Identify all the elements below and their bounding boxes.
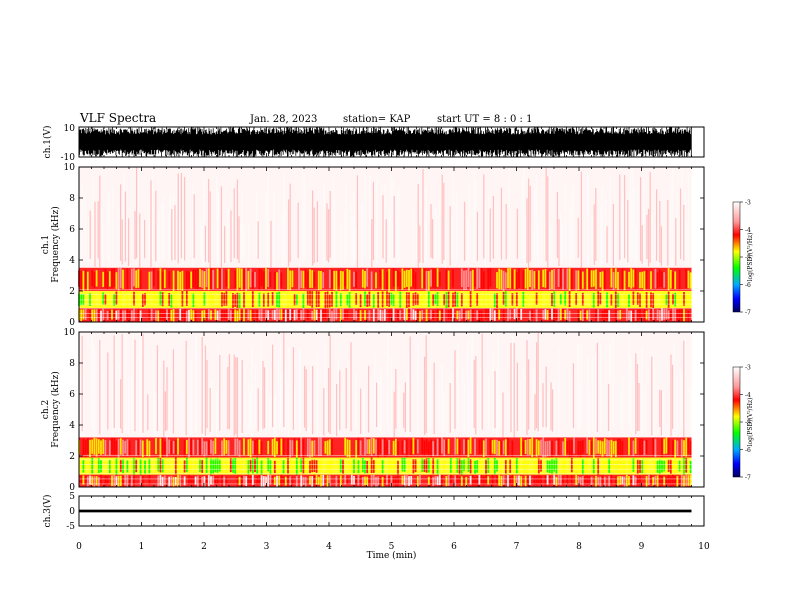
spectrogram-band — [78, 291, 692, 309]
freq-ytick-label: 8 — [69, 194, 75, 204]
colorbar-tick-label: -6 — [745, 282, 751, 289]
ch3-waveform-trace — [79, 509, 692, 513]
x-tick-label: 7 — [514, 542, 520, 552]
colorbar-tick-label: -5 — [745, 255, 751, 262]
spectrogram-band — [79, 332, 692, 438]
ch3-ylabel: ch.3(V) — [42, 495, 53, 528]
freq-ytick-label: 10 — [64, 163, 76, 173]
spectrogram-band — [78, 267, 692, 291]
freq-ytick-label: 6 — [69, 390, 75, 400]
colorbar-tick-label: -4 — [745, 227, 751, 234]
band-fill — [79, 332, 692, 438]
ylabel-line: Frequency (kHz) — [50, 206, 61, 283]
ch1-ytick-label: -10 — [61, 153, 76, 163]
colorbar — [732, 366, 741, 478]
freq-ytick-label: 0 — [69, 483, 75, 493]
ylabel-line: ch.2 — [41, 400, 51, 419]
x-tick-label: 4 — [326, 542, 332, 552]
x-tick-label: 9 — [639, 542, 645, 552]
band-fill — [79, 167, 692, 268]
ch2-spectrogram — [78, 332, 692, 487]
freq-ytick-label: 0 — [69, 318, 75, 328]
ch1-spectrogram — [78, 167, 692, 322]
x-tick-label: 5 — [389, 542, 395, 552]
freq-ytick-label: 4 — [69, 421, 75, 431]
x-tick-label: 0 — [76, 542, 82, 552]
spectrogram-band — [78, 308, 692, 322]
start-time-label: start UT = 8 : 0 : 1 — [437, 114, 533, 125]
colorbar-label: log(PSD)(V²/Hz) — [747, 398, 754, 447]
ylabel-line: Frequency (kHz) — [50, 371, 61, 448]
colorbar-tick-label: -3 — [745, 200, 751, 207]
freq-ytick-label: 2 — [69, 287, 75, 297]
station-label: station= KAP — [343, 114, 411, 125]
colorbar — [732, 201, 741, 313]
x-tick-label: 10 — [698, 542, 710, 552]
ch3-ytick-label: 0 — [69, 507, 75, 517]
x-tick-label: 6 — [451, 542, 457, 552]
x-tick-label: 3 — [264, 542, 270, 552]
chart-title: VLF Spectra — [80, 111, 157, 125]
colorbar-label: log(PSD)(V²/Hz) — [747, 233, 754, 282]
freq-ytick-label: 8 — [69, 359, 75, 369]
date-label: Jan. 28, 2023 — [250, 114, 318, 125]
colorbar-tick-label: -7 — [745, 475, 751, 482]
ch1-ylabel: ch.1(V) — [42, 126, 53, 159]
colorbar-tick-label: -7 — [745, 310, 751, 317]
freq-ytick-label: 2 — [69, 452, 75, 462]
colorbar-tick-label: -3 — [745, 365, 751, 372]
x-tick-label: 8 — [576, 542, 582, 552]
freq-ytick-label: 6 — [69, 225, 75, 235]
ch1-ytick-label: 10 — [64, 124, 76, 134]
ch3-ytick-label: 5 — [69, 492, 75, 502]
x-tick-label: 1 — [139, 542, 145, 552]
colorbar-tick-label: -4 — [745, 392, 751, 399]
spectrogram-band — [78, 167, 692, 268]
spectrogram-band — [79, 457, 692, 475]
x-tick-label: 2 — [201, 542, 207, 552]
x-axis-label: Time (min) — [367, 550, 417, 561]
ylabel-line: ch.1 — [41, 235, 51, 254]
freq-ytick-label: 4 — [69, 256, 75, 266]
spectrogram-ylabel: ch.1 Frequency (kHz) — [41, 206, 61, 283]
colorbar-tick-label: -5 — [745, 420, 751, 427]
spectrogram-band — [78, 437, 692, 458]
ch1-waveform-trace — [79, 127, 692, 157]
freq-ytick-label: 10 — [64, 328, 76, 338]
spectrogram-band — [79, 474, 692, 487]
ch3-ytick-label: -5 — [66, 522, 75, 532]
colorbar-tick-label: -6 — [745, 447, 751, 454]
spectrogram-ylabel: ch.2 Frequency (kHz) — [41, 371, 61, 448]
